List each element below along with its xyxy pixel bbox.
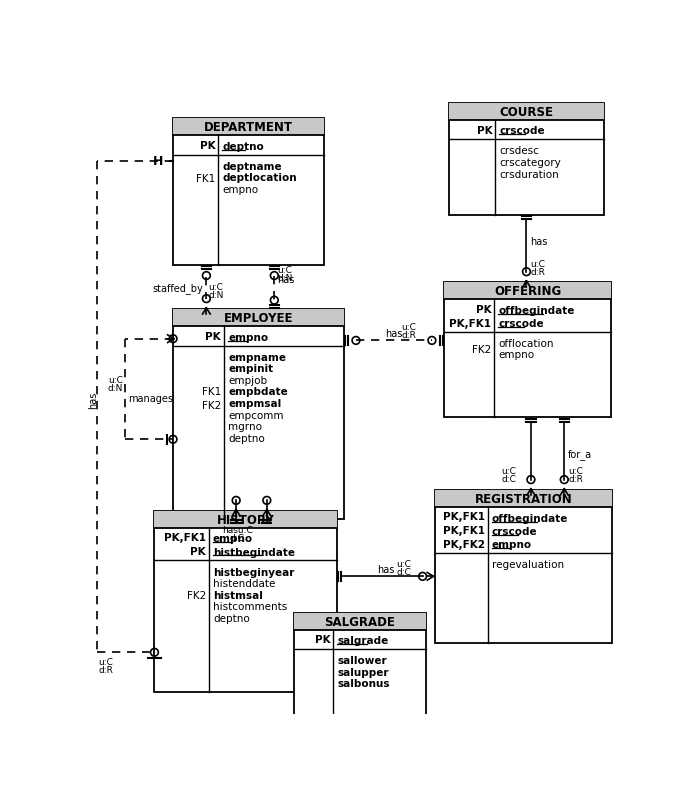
Text: regevaluation: regevaluation <box>492 559 564 569</box>
Text: salupper: salupper <box>337 667 389 677</box>
Bar <box>173 310 344 327</box>
Text: PK: PK <box>477 125 493 136</box>
Text: u:C: u:C <box>568 466 583 476</box>
Text: OFFERING: OFFERING <box>494 285 561 298</box>
Text: PK: PK <box>315 634 331 645</box>
Bar <box>444 283 611 418</box>
Text: sallower: sallower <box>337 655 387 666</box>
Text: salgrade: salgrade <box>337 635 388 646</box>
Text: FK1: FK1 <box>196 174 215 184</box>
Text: d:R: d:R <box>402 330 417 339</box>
Text: SALGRADE: SALGRADE <box>324 615 395 628</box>
Text: H: H <box>153 155 164 168</box>
Text: PK: PK <box>199 141 215 151</box>
Text: histbegindate: histbegindate <box>213 547 295 557</box>
Bar <box>444 283 611 300</box>
Text: empinit: empinit <box>228 364 273 374</box>
Text: d:C: d:C <box>396 568 411 577</box>
Text: d:R: d:R <box>568 474 583 483</box>
Text: u:C: u:C <box>402 322 417 332</box>
Text: PK: PK <box>206 331 221 342</box>
Text: empno: empno <box>213 534 253 544</box>
Text: crsduration: crsduration <box>500 169 559 180</box>
Text: PK,FK1
PK,FK1
PK,FK2: PK,FK1 PK,FK1 PK,FK2 <box>443 512 485 549</box>
Text: u:C: u:C <box>502 466 516 476</box>
Text: offbegindate: offbegindate <box>492 513 569 523</box>
Text: COURSE: COURSE <box>500 106 553 119</box>
Text: crsdesc: crsdesc <box>500 146 539 156</box>
Text: empjob: empjob <box>228 375 267 386</box>
Text: for_a: for_a <box>568 449 592 460</box>
Text: empmsal: empmsal <box>228 399 282 408</box>
Text: empno: empno <box>498 350 534 360</box>
Text: histenddate: histenddate <box>213 578 275 589</box>
Text: histbeginyear: histbeginyear <box>213 567 295 577</box>
Text: PK,FK1
PK: PK,FK1 PK <box>164 533 206 557</box>
Text: empno: empno <box>222 184 258 195</box>
Text: u:C: u:C <box>108 376 123 385</box>
Text: deptno: deptno <box>213 613 250 623</box>
Bar <box>435 491 612 643</box>
Text: empno: empno <box>228 332 268 342</box>
Text: DEPARTMENT: DEPARTMENT <box>204 121 293 134</box>
Text: salbonus: salbonus <box>337 678 390 688</box>
Text: deptno: deptno <box>222 142 264 152</box>
Text: u:C: u:C <box>396 560 411 569</box>
Text: d:C: d:C <box>230 534 245 543</box>
Text: empcomm: empcomm <box>228 410 284 420</box>
Text: empbdate: empbdate <box>228 387 288 397</box>
Text: deptno: deptno <box>228 433 265 443</box>
Text: crscode: crscode <box>498 318 544 329</box>
Text: offlocation: offlocation <box>498 338 553 349</box>
Text: deptlocation: deptlocation <box>222 173 297 183</box>
Text: u:C: u:C <box>277 265 293 274</box>
Text: histmsal: histmsal <box>213 590 263 600</box>
Text: d:N: d:N <box>108 383 123 392</box>
Text: HISTORY: HISTORY <box>217 513 275 526</box>
Bar <box>449 104 604 121</box>
Text: u:C: u:C <box>208 282 224 291</box>
Text: crscode: crscode <box>492 526 538 536</box>
Text: REGISTRATION: REGISTRATION <box>475 492 572 506</box>
Text: FK1
FK2: FK1 FK2 <box>202 387 221 411</box>
Text: u:C: u:C <box>99 657 114 666</box>
Text: d:R: d:R <box>99 665 114 674</box>
Text: has: has <box>277 275 295 285</box>
Text: u:C: u:C <box>531 260 545 269</box>
Text: crscategory: crscategory <box>500 158 561 168</box>
Text: has: has <box>88 391 99 408</box>
Text: d:C: d:C <box>502 474 516 483</box>
Text: empname: empname <box>228 352 286 363</box>
Bar <box>173 310 344 519</box>
Text: staffed_by: staffed_by <box>152 282 204 294</box>
Text: deptname: deptname <box>222 162 282 172</box>
Bar <box>435 491 612 508</box>
Bar <box>155 512 337 529</box>
Text: crscode: crscode <box>500 126 545 136</box>
Bar <box>294 613 426 630</box>
Text: offbegindate: offbegindate <box>498 306 575 315</box>
Text: has: has <box>377 564 395 574</box>
Text: FK2: FK2 <box>472 345 491 355</box>
Text: d:R: d:R <box>531 268 545 277</box>
Text: EMPLOYEE: EMPLOYEE <box>224 312 293 325</box>
Text: mgrno: mgrno <box>228 422 262 431</box>
Text: empno: empno <box>492 539 532 549</box>
Text: FK2: FK2 <box>187 591 206 601</box>
Bar <box>294 613 426 727</box>
Text: has: has <box>531 237 548 246</box>
Text: d:N: d:N <box>208 290 224 299</box>
Text: hasu:C: hasu:C <box>222 525 253 534</box>
Text: manages: manages <box>128 394 173 403</box>
Text: d:N: d:N <box>277 273 293 282</box>
Bar <box>449 104 604 216</box>
Text: PK
PK,FK1: PK PK,FK1 <box>449 304 491 328</box>
Text: has: has <box>385 328 402 338</box>
Bar <box>173 119 324 136</box>
Bar <box>155 512 337 692</box>
Bar <box>173 119 324 265</box>
Text: histcomments: histcomments <box>213 602 287 611</box>
